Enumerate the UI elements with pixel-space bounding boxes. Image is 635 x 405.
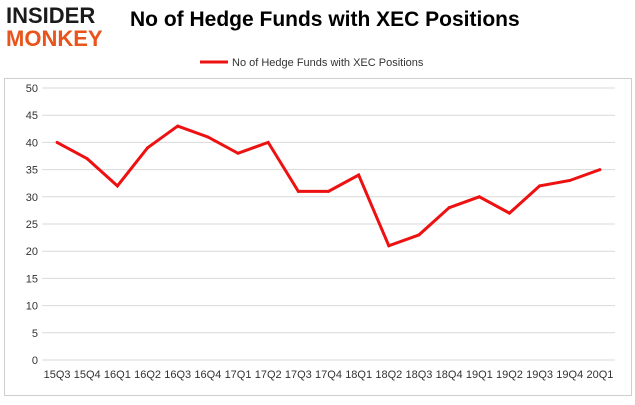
x-tick-label-16Q4: 16Q4 <box>194 369 221 381</box>
x-tick-label-16Q2: 16Q2 <box>134 369 161 381</box>
data-point-15Q3 <box>55 140 59 144</box>
data-point-16Q1 <box>115 184 119 188</box>
y-tick-label-50: 50 <box>26 83 38 95</box>
logo-line1: INSIDER <box>6 3 95 28</box>
series-group <box>55 124 602 248</box>
y-tick-label-20: 20 <box>26 246 38 258</box>
y-tick-label-10: 10 <box>26 301 38 313</box>
x-tick-label-19Q2: 19Q2 <box>496 369 523 381</box>
x-tick-label-19Q3: 19Q3 <box>526 369 553 381</box>
data-point-18Q4 <box>447 206 451 210</box>
chart-title: No of Hedge Funds with XEC Positions <box>130 8 520 31</box>
y-tick-label-40: 40 <box>26 137 38 149</box>
x-tick-label-19Q1: 19Q1 <box>466 369 493 381</box>
data-point-19Q4 <box>568 178 572 182</box>
data-point-19Q2 <box>507 211 511 215</box>
x-tick-label-16Q1: 16Q1 <box>104 369 131 381</box>
data-point-17Q3 <box>296 189 300 193</box>
x-tick-label-15Q4: 15Q4 <box>74 369 101 381</box>
data-point-18Q2 <box>387 244 391 248</box>
x-tick-label-18Q1: 18Q1 <box>345 369 372 381</box>
data-point-17Q4 <box>327 189 330 193</box>
y-tick-label-30: 30 <box>26 192 38 204</box>
x-tick-label-18Q4: 18Q4 <box>436 369 463 381</box>
x-tick-label-17Q3: 17Q3 <box>285 369 312 381</box>
y-tick-label-35: 35 <box>26 165 38 177</box>
x-axis-ticks: 15Q3 15Q4 16Q1 16Q2 16Q3 16Q4 17Q1 17Q2 17Q3 17Q4… <box>44 369 614 381</box>
data-point-16Q4 <box>206 135 210 139</box>
y-tick-label-45: 45 <box>26 110 38 122</box>
data-point-19Q1 <box>477 195 481 199</box>
y-axis-ticks: 0 5 10 15 20 25 30 35 40 45 50 <box>26 83 38 367</box>
y-tick-label-5: 5 <box>32 328 38 340</box>
data-point-16Q3 <box>176 124 180 128</box>
data-point-15Q4 <box>85 157 89 161</box>
legend: No of Hedge Funds with XEC Positions <box>200 57 424 69</box>
data-point-18Q1 <box>357 173 361 177</box>
x-tick-label-18Q2: 18Q2 <box>375 369 402 381</box>
y-tick-label-25: 25 <box>26 219 38 231</box>
y-tick-label-15: 15 <box>26 273 38 285</box>
x-tick-label-15Q3: 15Q3 <box>44 369 71 381</box>
data-point-20Q1 <box>598 168 602 172</box>
x-tick-label-18Q3: 18Q3 <box>406 369 433 381</box>
logo-svg: INSIDER MONKEY <box>6 3 103 51</box>
data-point-17Q1 <box>236 151 240 155</box>
y-tick-label-0: 0 <box>32 355 38 367</box>
data-point-19Q3 <box>538 184 542 188</box>
data-point-17Q2 <box>266 140 270 144</box>
x-tick-label-19Q4: 19Q4 <box>556 369 583 381</box>
data-point-16Q2 <box>146 146 150 150</box>
x-tick-label-17Q4: 17Q4 <box>315 369 342 381</box>
series-line-0 <box>56 124 601 248</box>
x-tick-label-17Q1: 17Q1 <box>225 369 252 381</box>
logo-line2: MONKEY <box>6 26 103 50</box>
x-tick-label-20Q1: 20Q1 <box>586 369 613 381</box>
x-tick-label-16Q3: 16Q3 <box>164 369 191 381</box>
plot-frame <box>4 78 632 396</box>
legend-label: No of Hedge Funds with XEC Positions <box>232 57 424 69</box>
grid-lines <box>42 87 615 361</box>
insider-monkey-logo: INSIDER MONKEY <box>4 2 116 51</box>
data-point-18Q3 <box>417 233 421 237</box>
x-tick-label-17Q2: 17Q2 <box>255 369 282 381</box>
